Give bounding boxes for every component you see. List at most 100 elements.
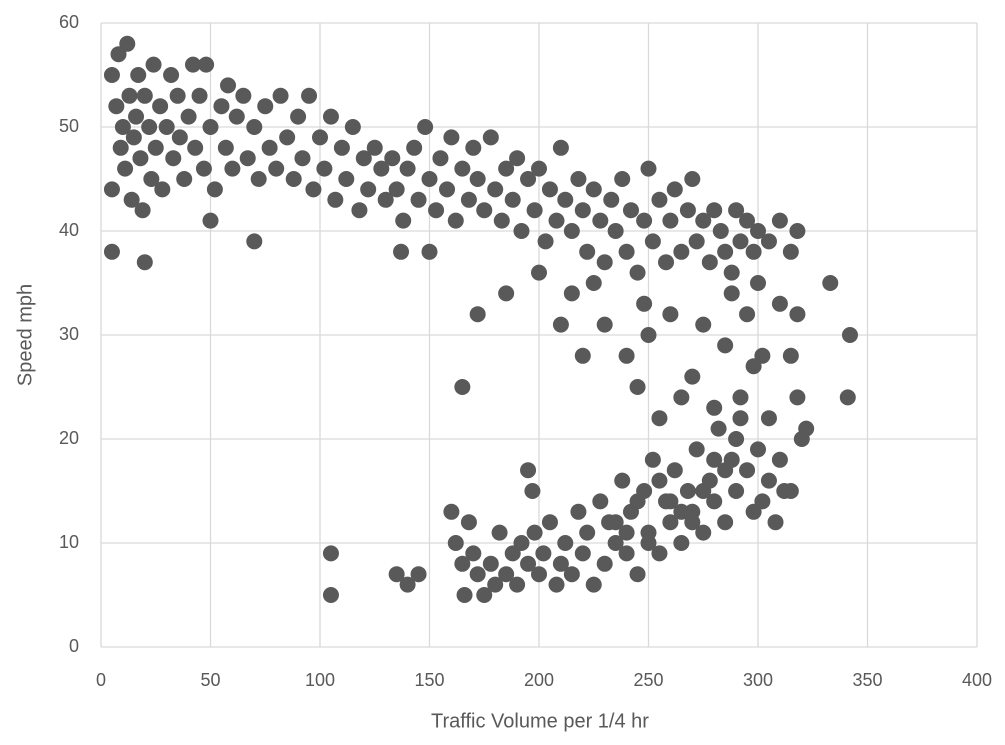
- point: [592, 493, 609, 510]
- y-tick-label: 60: [59, 12, 79, 32]
- point: [154, 181, 171, 198]
- point: [224, 160, 241, 177]
- point: [327, 191, 344, 208]
- point: [147, 139, 164, 156]
- point: [750, 441, 766, 458]
- point: [640, 160, 657, 177]
- point: [171, 129, 188, 146]
- point: [246, 233, 263, 250]
- point: [754, 347, 771, 364]
- point: [563, 223, 580, 239]
- point: [482, 129, 499, 146]
- point: [393, 243, 410, 260]
- point: [771, 451, 788, 468]
- point: [574, 347, 591, 364]
- point: [679, 483, 696, 499]
- x-tick-label: 200: [524, 670, 554, 690]
- point: [524, 483, 541, 499]
- point: [103, 243, 120, 260]
- point: [410, 566, 427, 583]
- point: [662, 514, 679, 531]
- point: [108, 98, 125, 115]
- point: [706, 493, 723, 510]
- x-axis-label: Traffic Volume per 1/4 hr: [431, 710, 649, 732]
- point: [134, 202, 151, 219]
- point: [717, 514, 734, 531]
- point: [585, 275, 602, 291]
- point: [782, 347, 799, 364]
- point: [662, 212, 679, 229]
- point: [839, 389, 856, 406]
- point: [487, 181, 504, 198]
- x-tick-label: 150: [414, 670, 444, 690]
- point: [322, 108, 339, 125]
- point: [607, 223, 624, 239]
- point: [695, 212, 712, 229]
- point: [673, 389, 690, 406]
- point: [563, 566, 580, 583]
- point: [666, 462, 683, 479]
- point: [717, 243, 734, 260]
- point: [789, 389, 806, 406]
- point: [250, 171, 267, 187]
- point: [706, 399, 723, 416]
- point: [548, 576, 565, 593]
- point: [498, 285, 515, 302]
- point: [728, 483, 745, 499]
- point: [228, 108, 245, 125]
- point: [454, 555, 471, 572]
- point: [366, 139, 383, 156]
- point: [257, 98, 274, 115]
- point: [406, 139, 423, 156]
- point: [537, 233, 554, 250]
- point: [754, 493, 771, 510]
- point: [701, 254, 718, 271]
- point: [421, 243, 438, 260]
- point: [130, 67, 147, 83]
- point: [822, 275, 839, 291]
- point: [596, 316, 613, 333]
- point: [351, 202, 368, 219]
- point: [684, 514, 701, 531]
- point: [443, 129, 460, 146]
- point: [695, 524, 712, 541]
- point: [152, 98, 169, 115]
- point: [662, 493, 679, 510]
- point: [548, 212, 565, 229]
- x-tick-label: 300: [743, 670, 773, 690]
- point: [579, 243, 596, 260]
- point: [526, 202, 543, 219]
- x-tick-label: 50: [200, 670, 220, 690]
- point: [112, 139, 129, 156]
- point: [202, 119, 219, 135]
- point: [456, 587, 473, 603]
- point: [206, 181, 223, 198]
- point: [410, 191, 427, 208]
- point: [651, 472, 668, 489]
- point: [603, 191, 620, 208]
- point: [782, 483, 799, 499]
- point: [476, 587, 493, 603]
- point: [750, 223, 766, 239]
- point: [428, 202, 445, 219]
- point: [103, 181, 120, 198]
- point: [235, 87, 252, 104]
- point: [706, 451, 723, 468]
- point: [760, 410, 777, 427]
- point: [476, 202, 493, 219]
- point: [312, 129, 328, 146]
- point: [552, 316, 569, 333]
- point: [184, 56, 201, 73]
- point: [180, 108, 197, 125]
- point: [596, 254, 613, 271]
- point: [447, 212, 464, 229]
- point: [388, 181, 405, 198]
- point: [165, 150, 182, 167]
- point: [717, 337, 734, 354]
- point: [552, 555, 569, 572]
- point: [570, 503, 587, 520]
- point: [491, 524, 508, 541]
- point: [460, 514, 477, 531]
